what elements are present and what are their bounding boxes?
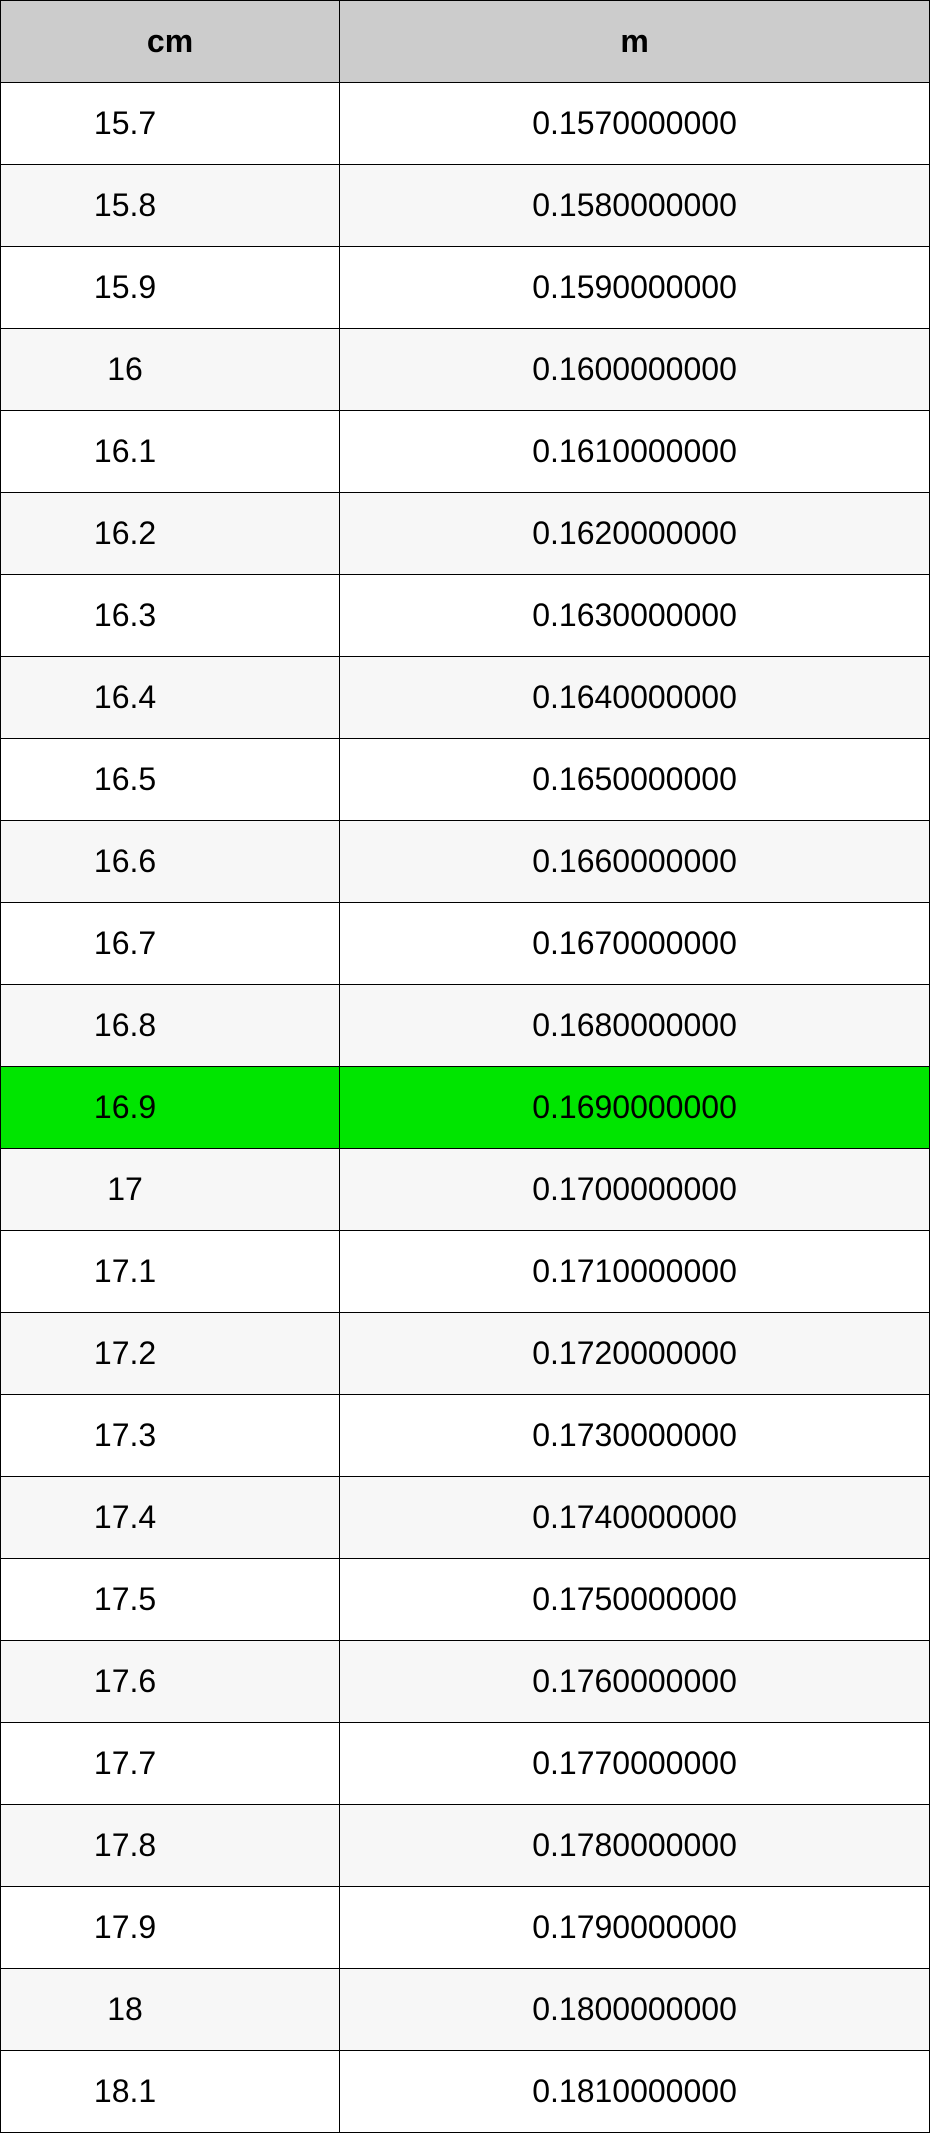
cell-cm: 18.1 — [1, 2051, 340, 2133]
cell-cm: 16.5 — [1, 739, 340, 821]
cell-m: 0.1640000000 — [340, 657, 930, 739]
table-row: 16.30.1630000000 — [1, 575, 930, 657]
column-header-m: m — [340, 1, 930, 83]
cell-m: 0.1630000000 — [340, 575, 930, 657]
cell-m: 0.1750000000 — [340, 1559, 930, 1641]
cell-cm: 16.7 — [1, 903, 340, 985]
table-row: 16.70.1670000000 — [1, 903, 930, 985]
table-header-row: cm m — [1, 1, 930, 83]
cell-m: 0.1720000000 — [340, 1313, 930, 1395]
table-row: 17.50.1750000000 — [1, 1559, 930, 1641]
table-row: 160.1600000000 — [1, 329, 930, 411]
table-row: 17.10.1710000000 — [1, 1231, 930, 1313]
cell-cm: 18 — [1, 1969, 340, 2051]
cell-cm: 16.1 — [1, 411, 340, 493]
cell-m: 0.1670000000 — [340, 903, 930, 985]
cell-cm: 17.4 — [1, 1477, 340, 1559]
cell-cm: 16.8 — [1, 985, 340, 1067]
cell-m: 0.1730000000 — [340, 1395, 930, 1477]
cell-m: 0.1570000000 — [340, 83, 930, 165]
cell-cm: 15.8 — [1, 165, 340, 247]
cell-m: 0.1710000000 — [340, 1231, 930, 1313]
table-row: 180.1800000000 — [1, 1969, 930, 2051]
cell-cm: 16.3 — [1, 575, 340, 657]
cell-cm: 17.9 — [1, 1887, 340, 1969]
cell-cm: 17 — [1, 1149, 340, 1231]
cell-cm: 17.6 — [1, 1641, 340, 1723]
cell-cm: 17.5 — [1, 1559, 340, 1641]
cell-m: 0.1620000000 — [340, 493, 930, 575]
cell-m: 0.1600000000 — [340, 329, 930, 411]
table-row: 17.80.1780000000 — [1, 1805, 930, 1887]
table-row: 16.20.1620000000 — [1, 493, 930, 575]
column-header-cm: cm — [1, 1, 340, 83]
cell-cm: 17.8 — [1, 1805, 340, 1887]
cell-cm: 16.4 — [1, 657, 340, 739]
table-row: 17.60.1760000000 — [1, 1641, 930, 1723]
table-row: 15.90.1590000000 — [1, 247, 930, 329]
table-row: 17.90.1790000000 — [1, 1887, 930, 1969]
cell-cm: 17.3 — [1, 1395, 340, 1477]
cell-m: 0.1680000000 — [340, 985, 930, 1067]
cell-m: 0.1590000000 — [340, 247, 930, 329]
table-row: 17.40.1740000000 — [1, 1477, 930, 1559]
cell-m: 0.1800000000 — [340, 1969, 930, 2051]
table-row: 17.30.1730000000 — [1, 1395, 930, 1477]
table-row: 16.10.1610000000 — [1, 411, 930, 493]
table-row: 16.80.1680000000 — [1, 985, 930, 1067]
table-row: 17.70.1770000000 — [1, 1723, 930, 1805]
cell-m: 0.1610000000 — [340, 411, 930, 493]
cell-m: 0.1650000000 — [340, 739, 930, 821]
table-row: 16.40.1640000000 — [1, 657, 930, 739]
cell-m: 0.1690000000 — [340, 1067, 930, 1149]
cell-cm: 17.2 — [1, 1313, 340, 1395]
conversion-table: cm m 15.70.157000000015.80.158000000015.… — [0, 0, 930, 2133]
table-row: 18.10.1810000000 — [1, 2051, 930, 2133]
cell-m: 0.1740000000 — [340, 1477, 930, 1559]
cell-cm: 16 — [1, 329, 340, 411]
cell-cm: 15.9 — [1, 247, 340, 329]
cell-m: 0.1790000000 — [340, 1887, 930, 1969]
cell-m: 0.1660000000 — [340, 821, 930, 903]
cell-m: 0.1700000000 — [340, 1149, 930, 1231]
cell-cm: 16.6 — [1, 821, 340, 903]
table-row: 16.50.1650000000 — [1, 739, 930, 821]
cell-cm: 16.2 — [1, 493, 340, 575]
table-row: 15.70.1570000000 — [1, 83, 930, 165]
conversion-table-container: cm m 15.70.157000000015.80.158000000015.… — [0, 0, 930, 2133]
table-row: 170.1700000000 — [1, 1149, 930, 1231]
table-row: 15.80.1580000000 — [1, 165, 930, 247]
cell-m: 0.1760000000 — [340, 1641, 930, 1723]
table-row: 17.20.1720000000 — [1, 1313, 930, 1395]
cell-cm: 16.9 — [1, 1067, 340, 1149]
cell-cm: 17.1 — [1, 1231, 340, 1313]
cell-cm: 15.7 — [1, 83, 340, 165]
cell-m: 0.1580000000 — [340, 165, 930, 247]
cell-m: 0.1780000000 — [340, 1805, 930, 1887]
table-row: 16.60.1660000000 — [1, 821, 930, 903]
cell-m: 0.1770000000 — [340, 1723, 930, 1805]
cell-cm: 17.7 — [1, 1723, 340, 1805]
table-row: 16.90.1690000000 — [1, 1067, 930, 1149]
cell-m: 0.1810000000 — [340, 2051, 930, 2133]
